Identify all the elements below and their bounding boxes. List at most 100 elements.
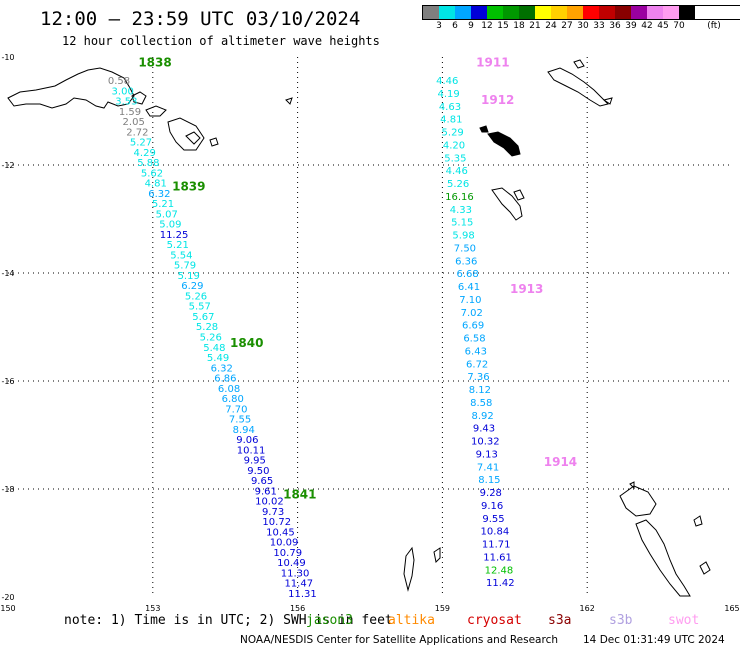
pass-labels: 1838 1839 1840 1841 1911 1912 1913 1914	[138, 55, 577, 501]
legend-tick-label: 36	[609, 21, 621, 31]
lat-tick-label: -14	[1, 269, 14, 278]
legend-swatch	[455, 6, 471, 19]
coastline-island	[629, 481, 635, 490]
wave-height-value: 11.31	[288, 589, 317, 600]
wave-height-value: 5.27	[130, 138, 152, 149]
wave-height-value: 3.53	[115, 97, 137, 108]
satellite-tracks: 0.583.003.531.592.052.725.274.295.885.62…	[108, 76, 515, 600]
wave-height-value: 6.58	[463, 334, 485, 345]
lat-tick-label: -16	[1, 377, 14, 386]
legend-swatch	[471, 6, 487, 19]
coastline-island	[479, 125, 489, 133]
legend-swatch	[631, 6, 647, 19]
wave-height-value: 8.94	[233, 425, 255, 436]
coastline-png	[7, 67, 135, 109]
legend-color-bar	[422, 5, 740, 20]
wave-height-value: 0.58	[108, 76, 130, 87]
pass-number-label: 1840	[230, 336, 263, 350]
wave-height-value: 11.47	[284, 579, 313, 590]
wave-height-value: 8.92	[471, 411, 493, 422]
legend-tick-label: 27	[561, 21, 573, 31]
pass-number-label: 1913	[510, 282, 543, 296]
legend-tick-label: 70	[673, 21, 685, 31]
legend-tick-label: 45	[657, 21, 669, 31]
wave-height-value: 11.61	[483, 552, 512, 563]
wave-height-value: 11.30	[281, 568, 310, 579]
legend-swatch	[519, 6, 535, 19]
page-subtitle: 12 hour collection of altimeter wave hei…	[62, 34, 380, 48]
wave-height-value: 9.28	[480, 488, 502, 499]
coastlines	[7, 59, 711, 597]
wave-height-value: 5.79	[174, 261, 196, 272]
wave-height-value: 5.28	[196, 322, 218, 333]
coastline-island	[403, 546, 415, 592]
legend-tick-label: 18	[513, 21, 525, 31]
wave-height-value: 7.50	[454, 243, 476, 254]
satellite-legend-altika: altika	[388, 613, 435, 628]
wave-height-value: 9.73	[262, 507, 284, 518]
satellite-legend-s3a: s3a	[548, 613, 572, 628]
wave-height-value: 9.61	[255, 486, 277, 497]
pass-number-label: 1838	[138, 55, 171, 69]
coastline-island	[513, 189, 525, 201]
satellite-legend-jason3: jason3	[306, 613, 353, 628]
wave-height-value: 7.02	[461, 308, 483, 319]
wave-height-value: 5.19	[178, 271, 200, 282]
wave-height-value: 10.79	[273, 548, 302, 559]
wave-height-value: 2.05	[123, 117, 145, 128]
wave-height-value: 6.86	[214, 374, 236, 385]
wave-height-value: 6.80	[222, 394, 244, 405]
wave-height-value: 5.88	[137, 158, 159, 169]
wave-height-value: 12.48	[485, 565, 514, 576]
wave-height-value: 9.95	[244, 456, 266, 467]
pass-number-label: 1839	[172, 180, 205, 194]
legend-tick-label: 42	[641, 21, 653, 31]
wave-height-value: 5.67	[192, 312, 214, 323]
coastline-island	[145, 105, 167, 117]
coastline-island	[573, 59, 585, 69]
coastline-island	[487, 131, 521, 157]
wave-height-value: 6.32	[148, 189, 170, 200]
wave-height-value: 5.29	[442, 128, 464, 139]
wave-height-value: 6.32	[211, 363, 233, 374]
wave-height-value: 4.20	[443, 140, 465, 151]
legend-tick-label: 12	[481, 21, 493, 31]
wave-height-value: 5.48	[203, 343, 225, 354]
coastline-island	[209, 137, 219, 147]
wave-height-value: 10.72	[262, 517, 291, 528]
wave-height-value: 7.41	[477, 462, 499, 473]
wave-height-value: 5.07	[156, 209, 178, 220]
wave-height-value: 9.50	[247, 466, 269, 477]
wave-height-value: 4.33	[450, 205, 472, 216]
wave-height-value: 5.26	[185, 291, 207, 302]
footer-note: note: 1) Time is in UTC; 2) SWH is in fe…	[64, 613, 393, 628]
wave-height-value: 6.68	[457, 269, 479, 280]
legend-tick-label: 39	[625, 21, 637, 31]
legend-swatch	[647, 6, 663, 19]
wave-height-value: 7.55	[229, 415, 251, 426]
wave-height-value: 7.36	[467, 372, 489, 383]
coastline-island	[619, 485, 657, 517]
lon-tick-label: 159	[435, 604, 450, 613]
wave-height-value: 4.81	[145, 179, 167, 190]
lon-tick-label: 150	[0, 604, 15, 613]
coastline-island	[491, 187, 523, 221]
wave-height-value: 5.98	[452, 231, 474, 242]
legend-tick-label: 6	[452, 21, 458, 31]
coastline-solomons	[547, 67, 609, 107]
lon-tick-label: 165	[724, 604, 739, 613]
legend-swatch	[503, 6, 519, 19]
wave-height-value: 2.72	[126, 127, 148, 138]
coastline-island	[602, 97, 613, 105]
legend-swatch	[439, 6, 455, 19]
wave-height-value: 5.49	[207, 353, 229, 364]
wave-height-value: 5.21	[167, 240, 189, 251]
wave-height-value: 9.43	[473, 424, 495, 435]
satellite-legend-cryosat: cryosat	[467, 613, 522, 628]
wave-height-value: 1.59	[119, 107, 141, 118]
lon-tick-label: 153	[145, 604, 160, 613]
wave-height-value: 11.25	[160, 230, 189, 241]
wave-height-value: 10.84	[481, 527, 510, 538]
wave-height-value: 6.29	[181, 281, 203, 292]
